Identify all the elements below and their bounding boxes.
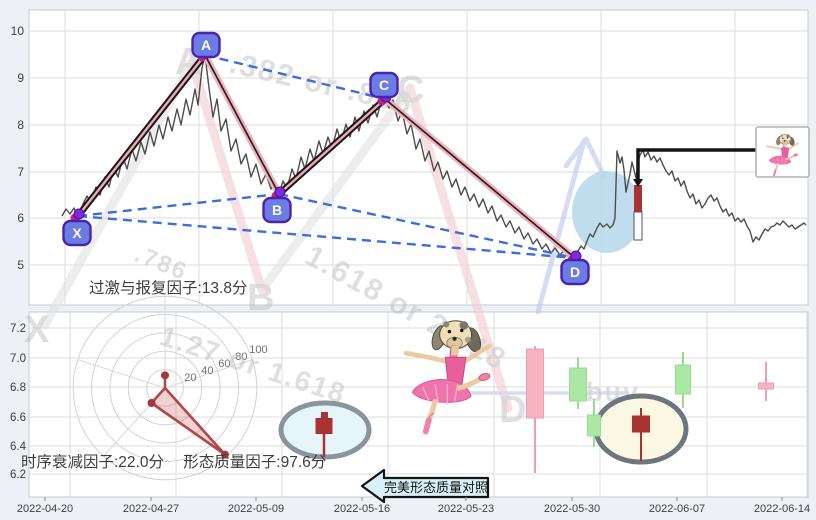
flag-marker-body — [315, 418, 333, 434]
x-tick-label: 2022-05-23 — [438, 503, 494, 515]
y-tick-bottom: 6.6 — [10, 412, 26, 424]
y-tick-top: 8 — [17, 118, 24, 132]
trade-marker-hollow — [633, 211, 643, 241]
pattern-label-text-B: B — [272, 202, 282, 218]
radar-polygon — [150, 373, 227, 456]
x-tick-label: 2022-05-16 — [334, 503, 390, 515]
pattern-label-box-A[interactable] — [191, 31, 221, 59]
watermark-text: X — [24, 309, 51, 351]
watermark-text: C — [397, 69, 426, 111]
pattern-point-marker — [73, 208, 85, 220]
pattern-label-box-X[interactable] — [62, 219, 92, 247]
watermark-arrow-head — [563, 136, 607, 179]
pattern-point-marker — [274, 186, 286, 198]
pattern-label-text-C: C — [379, 77, 389, 93]
y-tick-top: 10 — [11, 24, 25, 38]
x-tick-label: 2022-06-07 — [649, 503, 705, 515]
pattern-label-box-D[interactable] — [560, 258, 590, 286]
perfect-pattern-arrow: 完美形态质量对照 — [360, 468, 490, 504]
candle-body-pink — [526, 348, 544, 419]
axis-labels: 10 9 8 7 6 5 7.2 7.0 6.8 6.6 6.4 6.2 2022-04-20 2022-… — [10, 24, 810, 515]
y-tick-top: 5 — [17, 258, 24, 272]
pattern-label-text-X: X — [72, 225, 82, 241]
trade-marker-body — [634, 185, 642, 212]
pattern-line-core-BC — [278, 98, 386, 195]
radar-vertex-dot — [220, 450, 229, 459]
pattern-line-core-AB — [204, 54, 280, 195]
overreaction-factor-label: 过激与报复因子:13.8分 — [89, 280, 248, 297]
top-panel-content: X A B C D — [61, 31, 810, 286]
radar-ring-label: 40 — [201, 365, 213, 377]
highlight-ellipse — [572, 171, 642, 253]
y-tick-top: 7 — [17, 165, 24, 179]
watermark-text: D — [499, 389, 528, 431]
pattern-label-box-C[interactable] — [369, 71, 399, 99]
pattern-line-core-CD — [384, 98, 576, 259]
candle-body-red — [632, 415, 650, 433]
time-decay-factor-label: 时序衰减因子:22.0分 — [21, 454, 164, 471]
x-tick-label: 2022-05-30 — [544, 503, 600, 515]
left-arrow-callout-shape — [360, 468, 490, 504]
candle-body-pink — [758, 382, 774, 390]
pattern-dashed-line-XD — [77, 214, 576, 260]
pattern-quality-factor-label: 形态质量因子:97.6分 — [183, 454, 327, 471]
perfect-pattern-label: 完美形态质量对照 — [384, 480, 488, 495]
x-tick-label: 2022-04-27 — [123, 503, 179, 515]
watermark-line-pink — [187, 57, 267, 295]
radar-ring-label: 20 — [184, 372, 196, 384]
y-tick-bottom: 6.4 — [10, 441, 27, 453]
top-panel-plot-area — [28, 9, 809, 306]
pattern-dashed-line-AC — [204, 53, 386, 101]
candle-body-green — [587, 414, 601, 437]
x-tick-label: 2022-04-20 — [17, 503, 73, 515]
radar-ring-label: 80 — [235, 351, 247, 363]
y-tick-bottom: 6.8 — [10, 382, 26, 394]
candle-body-green — [569, 367, 587, 402]
watermark-line-gray — [257, 83, 415, 295]
y-tick-bottom: 7.2 — [10, 323, 26, 335]
y-tick-bottom: 6.2 — [10, 469, 26, 481]
pattern-label-text-A: A — [201, 37, 211, 53]
pattern-line-core-XA — [77, 54, 206, 217]
pattern-dashed-line-XB — [77, 192, 280, 218]
radar-plot — [147, 371, 229, 459]
radar-vertex-dot — [147, 399, 156, 408]
y-tick-top: 6 — [17, 211, 24, 225]
candle-body-green — [675, 364, 691, 395]
callout-arrowhead-icon — [633, 179, 643, 187]
x-tick-label: 2022-05-09 — [228, 503, 284, 515]
watermark-text: B — [247, 277, 276, 319]
bottom-panel-plot-area — [28, 311, 809, 498]
radar-ring-label: 60 — [218, 358, 230, 370]
radar-ring-label: 100 — [249, 344, 267, 356]
radar-spoke — [77, 359, 166, 389]
pattern-dashed-line-BD — [278, 192, 576, 260]
x-tick-label: 2022-06-14 — [754, 503, 810, 515]
radar-spoke — [164, 359, 253, 389]
pattern-label-box-B[interactable] — [262, 196, 292, 224]
y-tick-bottom: 7.0 — [10, 353, 26, 365]
flag-marker-nub — [321, 412, 328, 418]
y-tick-top: 9 — [17, 71, 24, 85]
callout-elbow-line — [636, 148, 756, 180]
bottom-factor-labels: 时序衰减因子:22.0分 形态质量因子:97.6分 — [21, 450, 326, 472]
bottom-panel-content — [278, 321, 774, 473]
watermark-arrow-stem — [535, 138, 587, 315]
radar-vertex-dot — [161, 371, 169, 380]
pattern-label-text-D: D — [570, 264, 580, 280]
